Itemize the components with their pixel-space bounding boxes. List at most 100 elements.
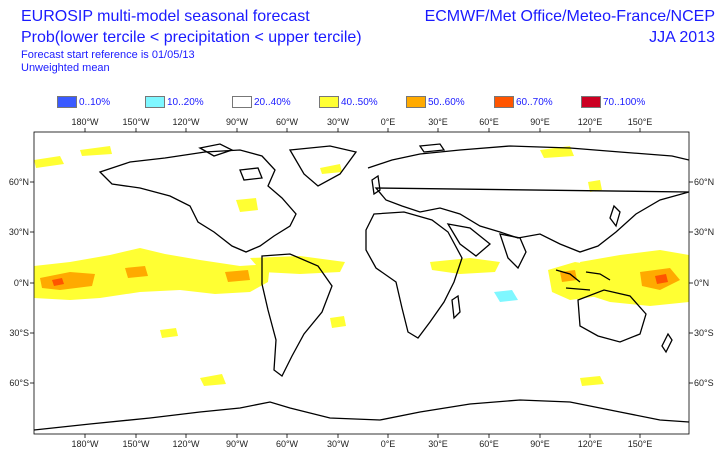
japan-outline — [609, 204, 621, 228]
yellow-region-tropical-pacific — [34, 248, 270, 300]
legend-swatch — [319, 96, 339, 108]
orange-core-pacific-east — [225, 270, 250, 282]
yellow-patch-canada — [236, 198, 258, 212]
legend-item-50-60: 50..60% — [406, 95, 465, 109]
yellow-patch-siberia — [540, 146, 574, 158]
legend-label: 0..10% — [79, 96, 111, 108]
yellow-patch-south-pacific — [160, 328, 178, 338]
south-america-outline — [261, 253, 333, 377]
forecast-start-reference: Forecast start reference is 01/05/13 — [21, 49, 195, 61]
lon-label-120w: 120°W — [172, 439, 200, 449]
orange-core-pacific-west — [40, 272, 95, 290]
tick-marks — [30, 128, 693, 438]
forecast-season: JJA 2013 — [649, 29, 715, 46]
lon-label-120e: 120°E — [578, 117, 603, 127]
lon-label-60w: 60°W — [276, 439, 299, 449]
lon-label-180w: 180°W — [71, 117, 99, 127]
legend-swatch — [145, 96, 165, 108]
legend-label: 40..50% — [341, 96, 378, 108]
europe-asia-outline — [367, 145, 689, 253]
legend-item-20-40: 20..40% — [232, 95, 291, 109]
legend-swatch — [494, 96, 514, 108]
yellow-patch-asia — [588, 180, 602, 192]
lon-label-30e: 30°E — [428, 117, 448, 127]
legend-swatch — [232, 96, 252, 108]
yellow-region-africa-east — [430, 258, 500, 274]
lat-labels-right: 60°N 30°N 0°N 30°S 60°S — [694, 177, 714, 388]
map-subtitle: Prob(lower tercile < precipitation < upp… — [21, 29, 362, 46]
lon-labels-bottom: 180°W 150°W 120°W 90°W 60°W 30°W 0°E 30°… — [71, 439, 652, 449]
madagascar-outline — [451, 294, 461, 320]
lon-label-0e: 0°E — [381, 117, 396, 127]
north-america-outline — [98, 149, 297, 253]
red-core-east — [655, 274, 668, 284]
lon-label-90w: 90°W — [226, 439, 249, 449]
probability-shading — [34, 146, 689, 386]
lon-label-180w: 180°W — [71, 439, 99, 449]
lon-label-90e: 90°E — [530, 117, 550, 127]
lat-label-0n: 0°N — [14, 278, 29, 288]
lon-label-90e: 90°E — [530, 439, 550, 449]
lat-labels-left: 60°N 30°N 0°N 30°S 60°S — [9, 177, 29, 388]
uk-outline — [371, 174, 381, 196]
arctic-islands-outline — [198, 143, 446, 181]
lon-label-60w: 60°W — [276, 117, 299, 127]
antarctica-outline — [34, 399, 689, 431]
map-title: EUROSIP multi-model seasonal forecast — [21, 8, 310, 25]
forecast-centres: ECMWF/Met Office/Meteo-France/NCEP — [424, 8, 715, 25]
yellow-patch-north-pacific — [80, 146, 112, 156]
lon-label-0e: 0°E — [381, 439, 396, 449]
orange-core-pacific-mid — [125, 266, 148, 278]
cyan-patch-indian-ocean — [494, 290, 518, 302]
legend-label: 60..70% — [516, 96, 553, 108]
lat-label-30n: 30°N — [694, 227, 714, 237]
lat-label-60s: 60°S — [9, 378, 29, 388]
yellow-region-atlantic — [250, 256, 345, 274]
yellow-patch-south-atlantic — [330, 316, 346, 328]
legend-item-40-50: 40..50% — [319, 95, 378, 109]
yellow-patch-arctic-left — [34, 156, 64, 168]
mean-type: Unweighted mean — [21, 62, 110, 74]
lon-label-90w: 90°W — [226, 117, 249, 127]
lon-label-30e: 30°E — [428, 439, 448, 449]
australia-outline — [577, 289, 647, 343]
lat-label-60n: 60°N — [694, 177, 714, 187]
yellow-region-tropical-pacific-east — [580, 250, 689, 306]
legend-label: 50..60% — [428, 96, 465, 108]
lon-label-120w: 120°W — [172, 117, 200, 127]
lon-label-120e: 120°E — [578, 439, 603, 449]
africa-outline — [365, 211, 463, 339]
lon-label-150e: 150°E — [628, 117, 653, 127]
legend-swatch — [406, 96, 426, 108]
greenland-outline — [288, 145, 358, 187]
legend-item-60-70: 60..70% — [494, 95, 553, 109]
legend-label: 70..100% — [603, 96, 646, 108]
lat-label-60s: 60°S — [694, 378, 714, 388]
lon-label-30w: 30°W — [327, 439, 350, 449]
lon-label-30w: 30°W — [327, 117, 350, 127]
legend-item-10-20: 10..20% — [145, 95, 204, 109]
lon-label-60e: 60°E — [479, 439, 499, 449]
legend-swatch — [581, 96, 601, 108]
lat-label-0n: 0°N — [694, 278, 709, 288]
legend-swatch — [57, 96, 77, 108]
red-core-west — [52, 278, 64, 286]
lat-label-30n: 30°N — [9, 227, 29, 237]
indonesia-outline — [555, 269, 611, 291]
lat-label-30s: 30°S — [9, 328, 29, 338]
arabia-outline — [446, 223, 492, 257]
yellow-patch-southern-ocean — [200, 374, 226, 386]
india-outline — [499, 233, 527, 270]
legend-item-0-10: 0..10% — [57, 95, 110, 109]
legend-label: 20..40% — [254, 96, 291, 108]
yellow-patch-north-atlantic — [320, 164, 342, 174]
lon-label-150w: 150°W — [122, 439, 150, 449]
legend-item-70-100: 70..100% — [581, 95, 645, 109]
yellow-patch-southern-ocean-east — [580, 376, 604, 386]
lat-label-30s: 30°S — [694, 328, 714, 338]
lon-labels-top: 180°W 150°W 120°W 90°W 60°W 30°W 0°E 30°… — [71, 117, 652, 127]
lat-label-60n: 60°N — [9, 177, 29, 187]
lon-label-150w: 150°W — [122, 117, 150, 127]
lon-label-150e: 150°E — [628, 439, 653, 449]
